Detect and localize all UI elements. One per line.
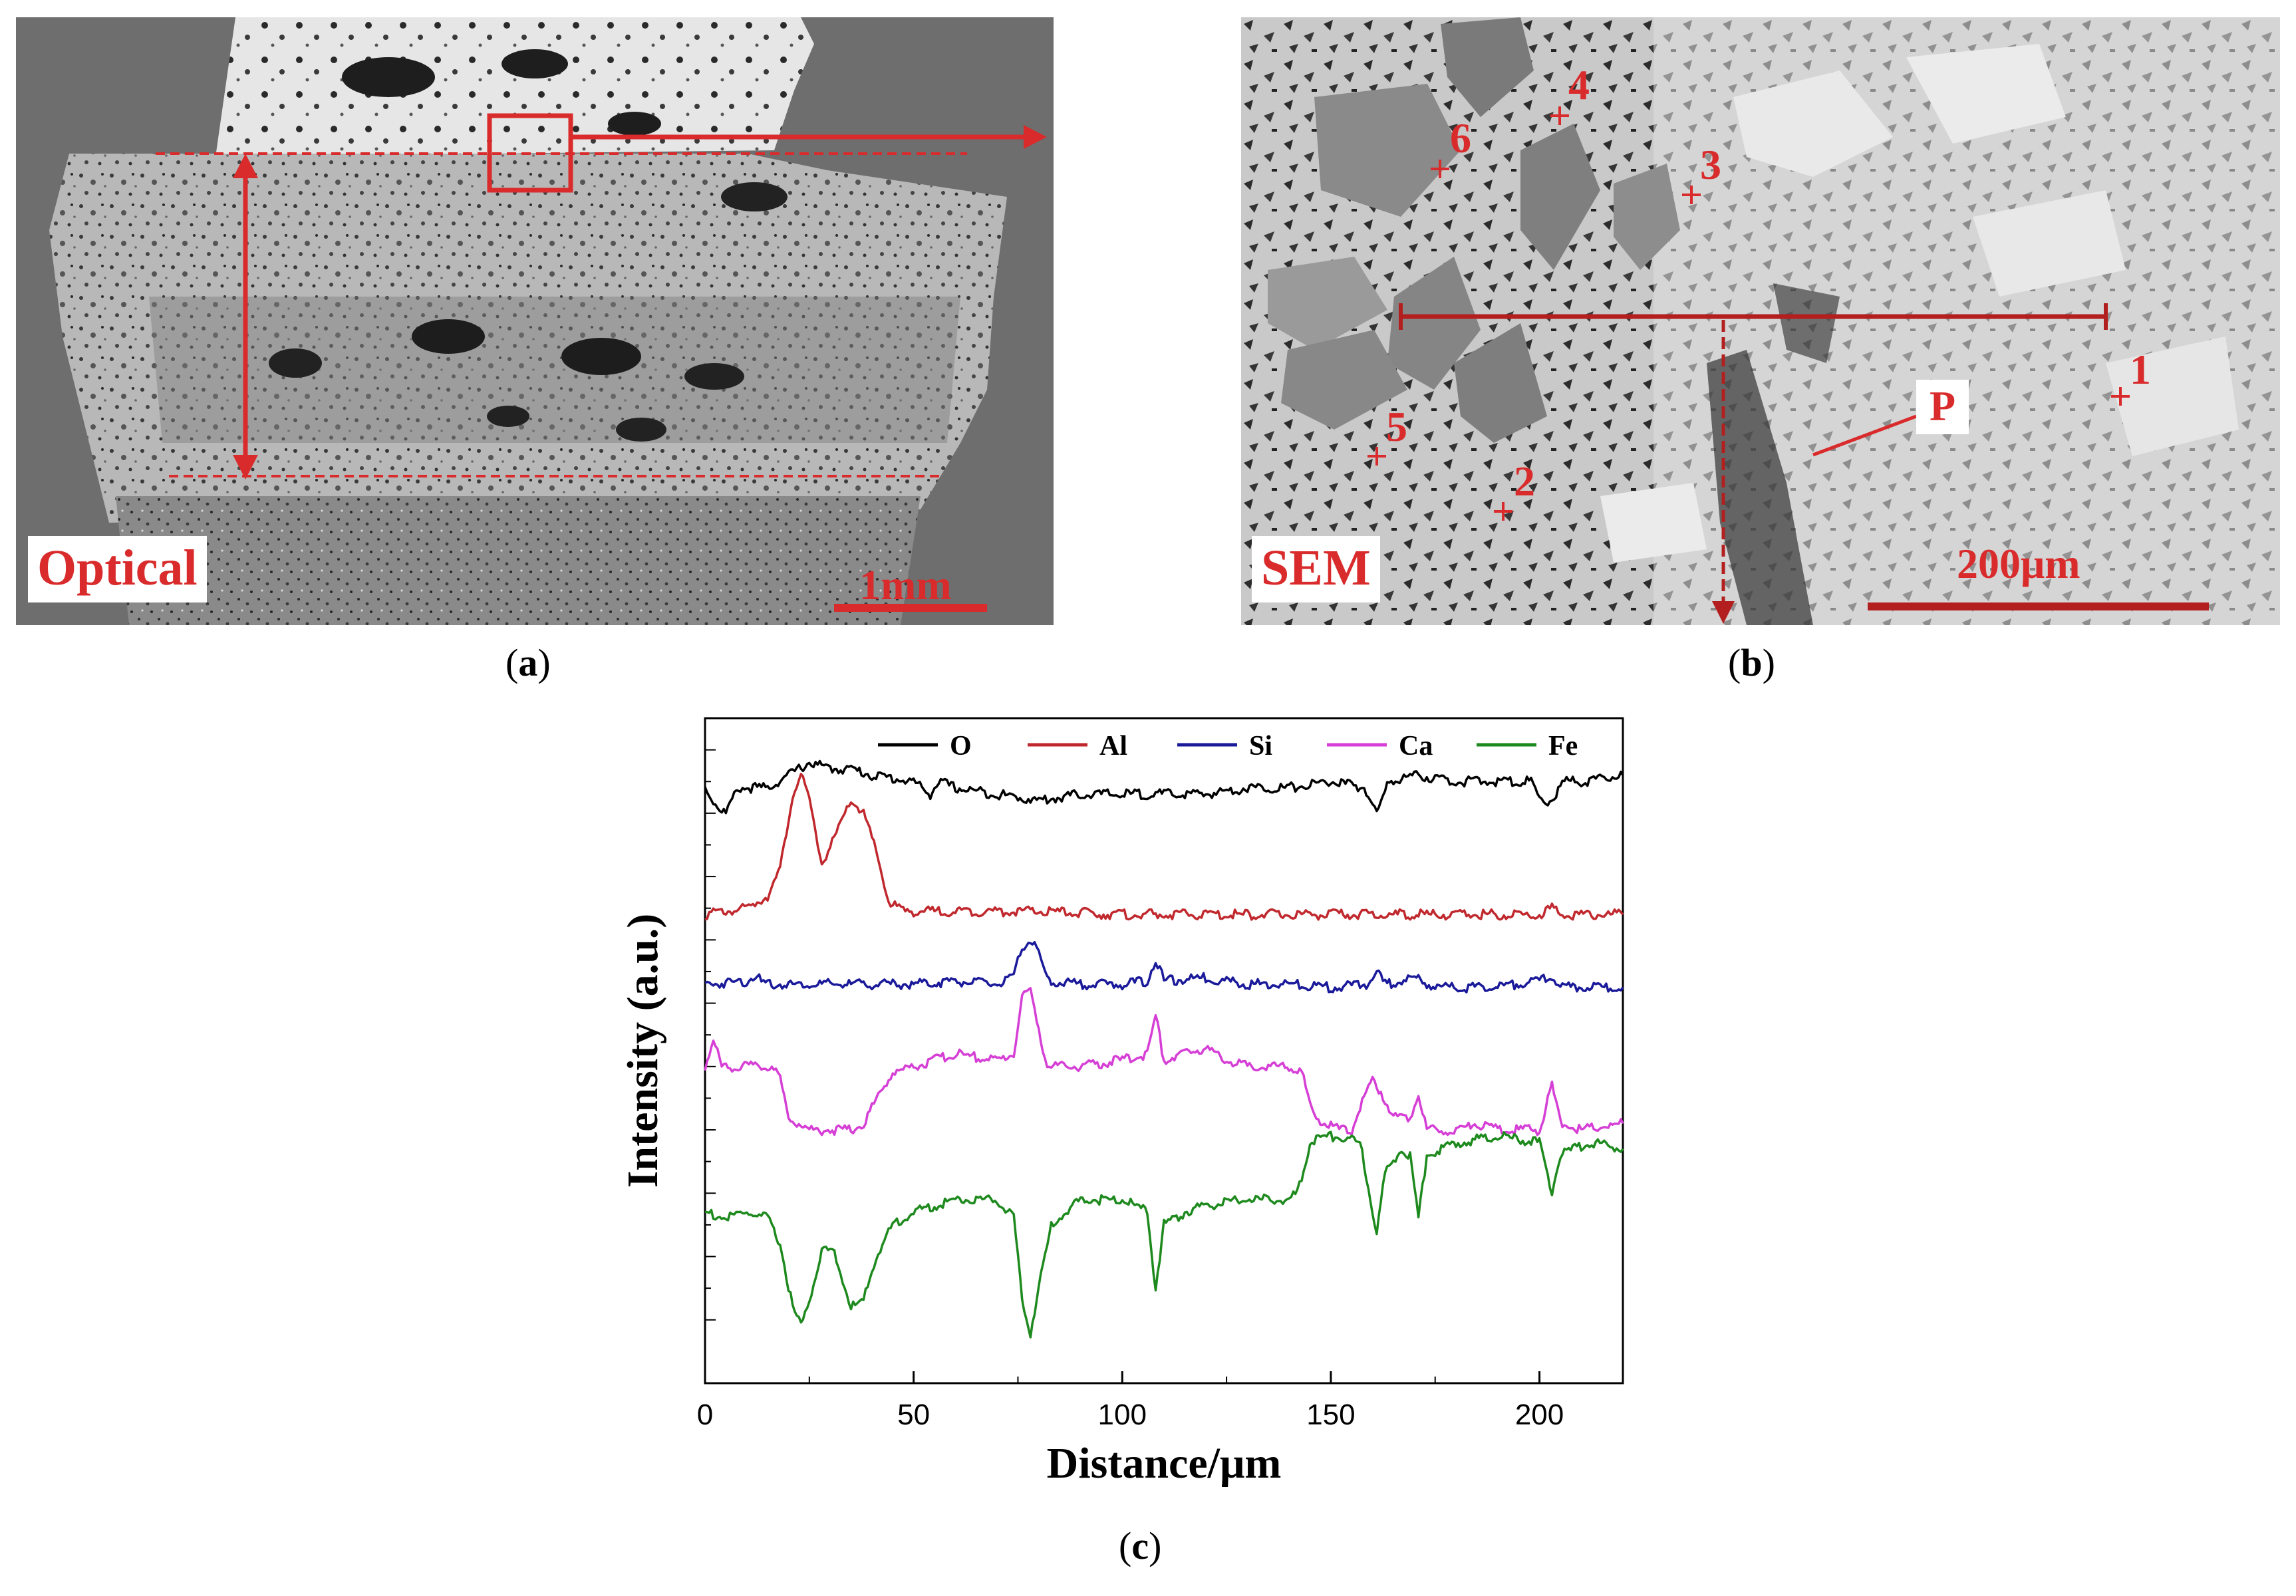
legend-label-fe: Fe (1548, 731, 1578, 761)
x-tick-label-100: 100 (1098, 1398, 1147, 1431)
x-tick-label-50: 50 (897, 1398, 930, 1431)
marker-5: 5 (1386, 403, 1407, 450)
optical-label: Optical (28, 536, 207, 602)
marker-6: 6 (1450, 114, 1471, 162)
marker-2: 2 (1514, 458, 1535, 505)
sem-image (1241, 17, 2280, 625)
sem-micrograph: 1 2 3 4 5 6 P SEM 200μm (1241, 17, 2280, 625)
x-tick-label-200: 200 (1515, 1398, 1564, 1431)
series-line-fe (704, 1130, 1624, 1339)
marker-3: 3 (1700, 141, 1721, 188)
optical-image (16, 17, 1054, 625)
series-line-si (704, 941, 1624, 994)
legend-label-o: O (950, 731, 972, 761)
marker-1: 1 (2130, 346, 2151, 393)
scale-bar-label: 200μm (1957, 540, 2081, 587)
plot-frame (704, 717, 1624, 1385)
sem-label: SEM (1252, 536, 1380, 602)
series-line-al (704, 773, 1624, 921)
marker-p-box: P (1916, 380, 1969, 434)
marker-4: 4 (1568, 61, 1590, 108)
y-axis-label: Intensity (a.u.) (619, 914, 667, 1188)
legend-label-ca: Ca (1399, 731, 1433, 761)
series-line-o (704, 759, 1624, 815)
caption-b: (b) (1728, 641, 1775, 684)
x-tick-label-150: 150 (1306, 1398, 1355, 1431)
x-axis-label: Distance/μm (1047, 1439, 1282, 1488)
optical-micrograph: Optical 1mm (16, 17, 1054, 625)
caption-a: (a) (505, 641, 551, 684)
legend-label-si: Si (1249, 731, 1272, 761)
x-tick-label-0: 0 (697, 1398, 713, 1431)
caption-c: (c) (1119, 1524, 1162, 1567)
legend-label-al: Al (1099, 731, 1127, 761)
series-line-ca (704, 987, 1624, 1136)
scale-bar-label: 1mm (859, 561, 952, 608)
marker-p: P (1930, 382, 1956, 430)
line-scan-chart: 0 50 100 150 200 Distance/μm Intensity (a.u.) O… (619, 717, 1624, 1488)
